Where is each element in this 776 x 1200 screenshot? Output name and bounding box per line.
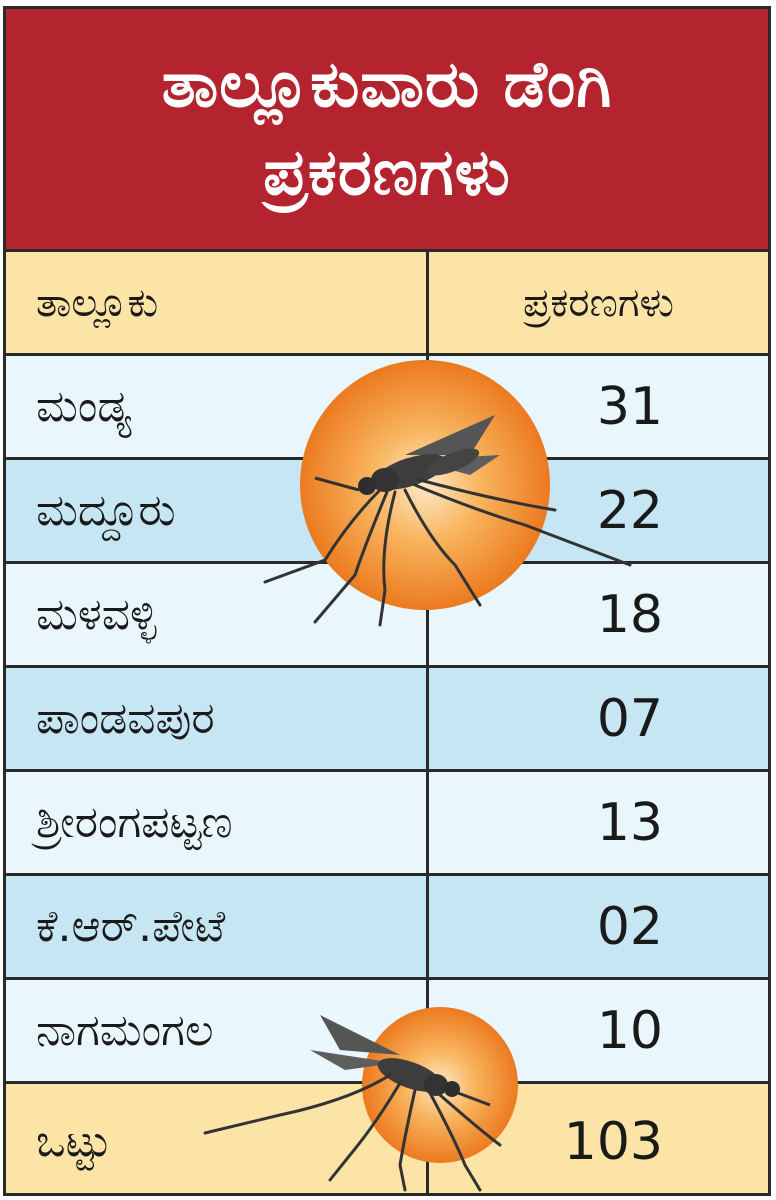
table-row: ಮಂಡ್ಯ 31	[6, 353, 768, 457]
taluk-name: ಪಾಂಡವಪುರ	[36, 693, 215, 744]
column-divider	[426, 249, 429, 1193]
taluk-name: ಶ್ರೀರಂಗಪಟ್ಟಣ	[36, 797, 233, 848]
case-count: 13	[596, 792, 663, 853]
table-row: ಮದ್ದೂರು 22	[6, 457, 768, 561]
total-value: 103	[563, 1111, 663, 1172]
table-row: ಮಳವಳ್ಳಿ 18	[6, 561, 768, 665]
case-count: 22	[596, 480, 663, 541]
taluk-name: ಮದ್ದೂರು	[36, 485, 176, 536]
taluk-name: ನಾಗಮಂಗಲ	[36, 1005, 214, 1056]
table-row: ನಾಗಮಂಗಲ 10	[6, 977, 768, 1081]
table-header-row: ತಾಲ್ಲೂಕು ಪ್ರಕರಣಗಳು	[6, 249, 768, 353]
table-row: ಪಾಂಡವಪುರ 07	[6, 665, 768, 769]
table-row: ಶ್ರೀರಂಗಪಟ್ಟಣ 13	[6, 769, 768, 873]
dengue-table-graphic: ತಾಲ್ಲೂಕುವಾರು ಡೆಂಗಿ ಪ್ರಕರಣಗಳು ತಾಲ್ಲೂಕು ಪ್…	[3, 6, 771, 1196]
case-count: 07	[596, 688, 663, 749]
total-row: ಒಟ್ಟು 103	[6, 1081, 768, 1193]
case-count: 18	[596, 584, 663, 645]
taluk-name: ಕೆ.ಆರ್.ಪೇಟೆ	[36, 901, 226, 952]
case-count: 02	[596, 896, 663, 957]
column-header-cases: ಪ್ರಕರಣಗಳು	[523, 279, 674, 326]
total-label: ಒಟ್ಟು	[36, 1116, 112, 1167]
case-count: 10	[596, 1000, 663, 1061]
taluk-name: ಮಂಡ್ಯ	[36, 381, 132, 432]
case-count: 31	[596, 376, 663, 437]
column-header-taluk: ತಾಲ್ಲೂಕು	[36, 279, 159, 326]
taluk-name: ಮಳವಳ್ಳಿ	[36, 589, 157, 640]
table-row: ಕೆ.ಆರ್.ಪೇಟೆ 02	[6, 873, 768, 977]
table-title: ತಾಲ್ಲೂಕುವಾರು ಡೆಂಗಿ ಪ್ರಕರಣಗಳು	[6, 9, 768, 249]
